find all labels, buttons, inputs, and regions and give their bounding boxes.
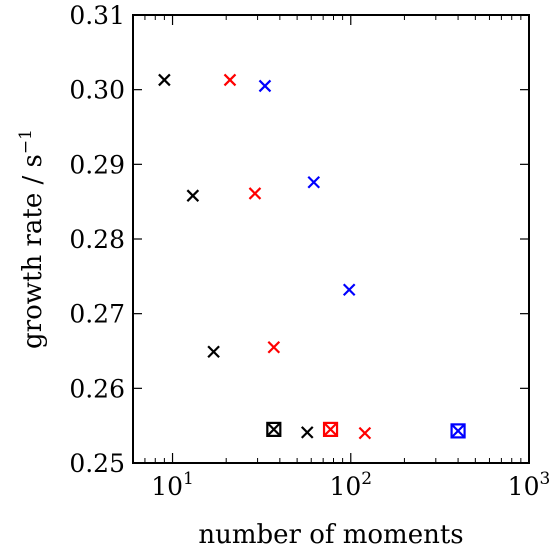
marker-stroke [358,426,372,440]
x-marker [258,79,272,93]
y-axis-label: growth rate / s−1 [16,129,48,349]
y-axis-label-main: growth rate / s [18,154,48,349]
y-tick-labels: 0.25 0.26 0.27 0.28 0.29 0.30 0.31 [69,1,125,478]
marker-box [322,421,339,437]
y-tick-label: 0.27 [69,300,125,329]
x-tick-label-base: 10 [508,472,540,501]
x-tick-label-base: 10 [151,472,183,501]
marker-stroke [248,187,262,200]
marker-stroke [223,73,237,87]
x-tick-label-exponent: 1 [183,469,194,489]
y-tick-label: 0.31 [69,1,125,30]
x-tick-label-exponent: 2 [361,469,372,489]
marker-box [266,421,282,437]
marker-stroke [158,73,171,87]
x-marker [223,73,237,87]
x-marker [300,426,314,439]
x-marker [158,73,171,87]
marker-stroke [324,423,337,436]
x-marker [342,283,356,297]
y-tick-label: 0.28 [69,225,125,254]
x-tick-labels: 101 102 103 [151,469,550,501]
marker-stroke [307,175,321,189]
marker-stroke [342,283,356,297]
plot-frame [132,14,530,464]
boxed-x-marker [450,423,466,439]
x-marker [207,345,220,359]
y-tick-label: 0.30 [69,76,125,105]
x-tick-label-exponent: 3 [539,469,550,489]
x-axis-label: number of moments [198,520,463,550]
y-tick-label: 0.29 [69,150,125,179]
x-marker [307,175,321,189]
marker-stroke [207,345,220,359]
marker-stroke [267,340,281,354]
y-axis-label-exponent: −1 [16,129,36,154]
marker-stroke [186,189,200,202]
marker-stroke [258,79,272,93]
plot-area [133,15,529,463]
x-tick-label: 101 [151,469,194,501]
data-points [158,73,466,440]
x-tick-label-base: 10 [329,472,361,501]
boxed-x-marker [322,421,339,437]
y-tick-label: 0.26 [69,374,125,403]
marker-stroke [451,424,465,438]
y-tick-label: 0.25 [69,449,125,478]
x-marker [248,187,262,200]
marker-stroke [300,426,314,439]
x-marker [267,340,281,354]
x-tick-label: 102 [329,469,372,501]
x-marker [186,189,200,202]
boxed-x-marker [266,421,282,437]
marker-stroke [267,423,281,436]
x-tick-label: 103 [508,469,551,501]
x-marker [358,426,372,440]
marker-box [450,423,466,439]
